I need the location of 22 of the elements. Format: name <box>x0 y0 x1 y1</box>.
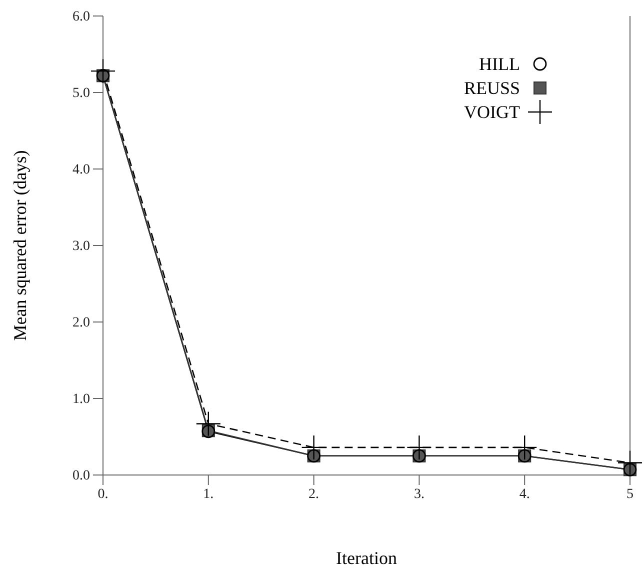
y-tick-label: 4.0 <box>72 162 90 178</box>
y-tick-label: 1.0 <box>72 392 90 407</box>
legend-label: REUSS <box>464 78 520 98</box>
x-tick-label: 1. <box>203 486 214 502</box>
legend-label: HILL <box>479 54 520 74</box>
y-tick-label: 2.0 <box>72 315 90 330</box>
x-tick-label: 4. <box>519 486 530 502</box>
y-tick-label: 0.0 <box>72 468 90 484</box>
y-tick-label: 6.0 <box>72 9 90 24</box>
x-tick-label: 0. <box>98 486 108 502</box>
x-axis-title: Iteration <box>336 548 397 568</box>
point <box>618 450 642 475</box>
x-tick-label: 2. <box>308 486 320 502</box>
point <box>407 435 432 460</box>
legend-label: VOIGT <box>464 102 520 122</box>
point <box>196 412 220 436</box>
y-tick-label: 5.0 <box>72 86 90 101</box>
point <box>302 435 326 460</box>
y-tick-label: 3.0 <box>72 238 90 254</box>
x-tick-label: 5 <box>626 486 634 502</box>
y-axis-title: Mean squared error (days) <box>10 150 30 341</box>
x-tick-label: 3. <box>414 486 424 502</box>
